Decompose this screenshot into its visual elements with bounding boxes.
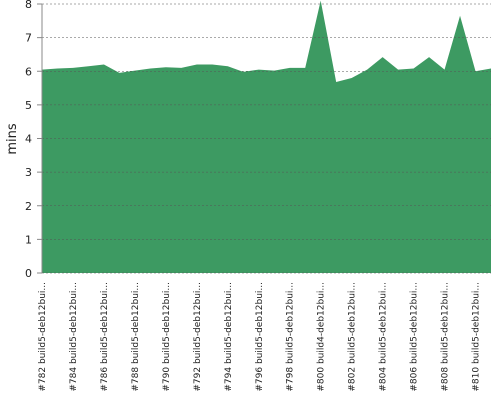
y-tick-label: 7 (25, 32, 32, 45)
x-tick-label: #810 build5-deb12bui... (472, 282, 482, 392)
y-tick-label: 4 (25, 133, 32, 146)
x-tick-label: #802 build5-deb12bui... (348, 282, 358, 392)
x-tick-label: #792 build5-deb12bui... (193, 282, 203, 392)
x-tick-label: #790 build5-deb12bui... (162, 282, 172, 392)
x-tick-label: #784 build5-deb12bui... (69, 282, 79, 392)
y-tick-label: 3 (25, 166, 32, 179)
x-tick-label: #800 build4-deb12bui... (317, 282, 327, 392)
x-tick-label: #788 build5-deb12bui... (131, 282, 141, 392)
area (42, 0, 491, 273)
x-tick-label: #806 build5-deb12bui... (410, 282, 420, 392)
x-tick-label: #808 build5-deb12bui... (441, 282, 451, 392)
x-tick-label: #796 build5-deb12bui... (255, 282, 265, 392)
x-tick-label: #786 build5-deb12bui... (100, 282, 110, 392)
x-tick-label: #798 build5-deb12bui... (286, 282, 296, 392)
y-tick-label: 6 (25, 65, 32, 78)
y-tick-label: 2 (25, 200, 32, 213)
y-tick-label: 1 (25, 233, 32, 246)
y-tick-label: 5 (25, 99, 32, 112)
x-tick-label: #794 build5-deb12bui... (224, 282, 234, 392)
x-tick-label: #782 build5-deb12bui... (38, 282, 48, 392)
y-axis-label: mins (5, 123, 20, 155)
x-tick-label: #804 build5-deb12bui... (379, 282, 389, 392)
y-tick-label: 0 (25, 267, 32, 280)
y-tick-label: 8 (25, 0, 32, 11)
